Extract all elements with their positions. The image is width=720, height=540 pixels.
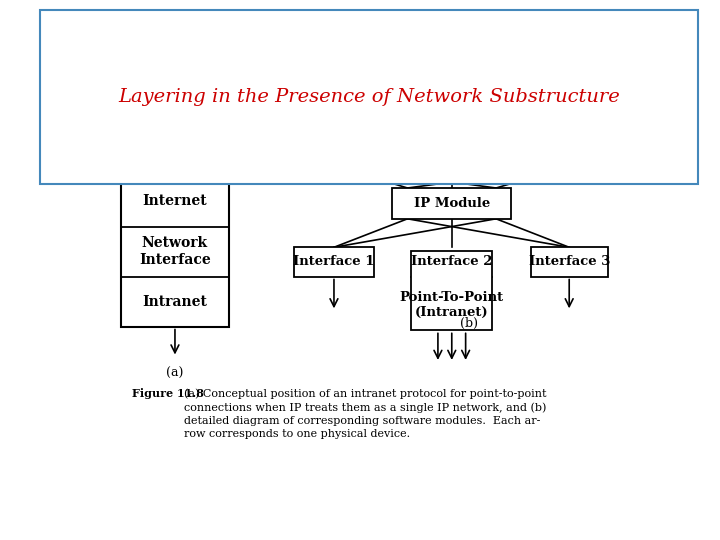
Text: Conceptual Layer: Conceptual Layer <box>111 107 239 120</box>
Text: (a) Conceptual position of an intranet protocol for point-to-point
connections w: (a) Conceptual position of an intranet p… <box>184 388 546 439</box>
Bar <box>392 188 511 219</box>
Text: (b): (b) <box>460 316 478 329</box>
Bar <box>298 137 375 166</box>
Text: Interface 2: Interface 2 <box>411 255 492 268</box>
Bar <box>294 247 374 276</box>
Text: (a): (a) <box>166 367 184 380</box>
Bar <box>121 126 229 327</box>
Text: IP Module: IP Module <box>414 197 490 210</box>
Bar <box>411 251 492 330</box>
Text: Protocol 2: Protocol 2 <box>414 145 490 158</box>
Text: Internet: Internet <box>143 194 207 208</box>
Text: Interface 1: Interface 1 <box>293 255 374 268</box>
Text: Intranet: Intranet <box>143 295 207 308</box>
Text: Protocol 1: Protocol 1 <box>299 145 374 158</box>
Text: Point-To-Point
(Intranet): Point-To-Point (Intranet) <box>400 292 504 320</box>
Text: Software Organization: Software Organization <box>409 107 575 120</box>
Bar <box>531 137 608 166</box>
Bar <box>411 137 492 166</box>
Text: Network
Interface: Network Interface <box>139 237 211 267</box>
Text: Layering in the Presence of Network Substructure: Layering in the Presence of Network Subs… <box>118 88 620 106</box>
Text: Protocol 3: Protocol 3 <box>531 145 607 158</box>
Bar <box>531 247 608 276</box>
Text: Transport: Transport <box>137 144 213 158</box>
Text: Figure 11.8: Figure 11.8 <box>132 388 204 399</box>
Text: Interface 3: Interface 3 <box>528 255 610 268</box>
